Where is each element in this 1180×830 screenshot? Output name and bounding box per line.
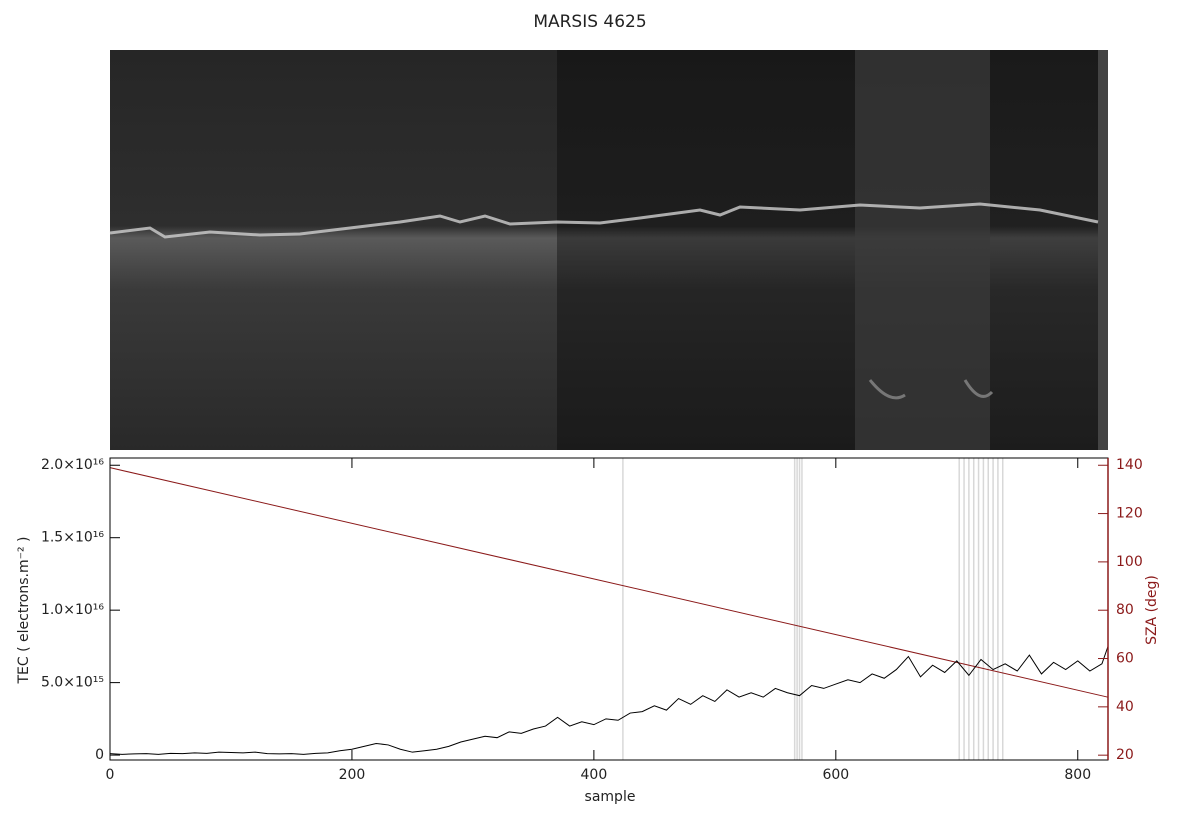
y-tick-label: 2.0×10¹⁶ xyxy=(41,457,104,473)
y2-tick-label: 80 xyxy=(1116,602,1134,618)
x-tick-label: 400 xyxy=(581,767,608,783)
plot-frame xyxy=(109,457,1109,761)
x-tick-label: 600 xyxy=(822,767,849,783)
chart-title: MARSIS 4625 xyxy=(533,12,646,32)
y2-tick-label: 120 xyxy=(1116,506,1143,522)
x-tick-label: 800 xyxy=(1064,767,1091,783)
x-axis-label: sample xyxy=(585,789,636,805)
y-tick-label: 1.0×10¹⁶ xyxy=(41,602,104,618)
y-tick-label: 0 xyxy=(95,747,104,763)
y2-tick-label: 20 xyxy=(1116,747,1134,763)
radargram xyxy=(109,50,1108,450)
x-tick-label: 0 xyxy=(106,767,115,783)
y-tick-label: 1.5×10¹⁶ xyxy=(41,530,104,546)
data-line xyxy=(109,467,1109,698)
data-line xyxy=(109,646,1109,755)
x-tick-label: 200 xyxy=(339,767,366,783)
y2-tick-label: 100 xyxy=(1116,554,1143,570)
y-tick-label: 5.0×10¹⁵ xyxy=(41,675,104,691)
y2-tick-label: 40 xyxy=(1116,699,1134,715)
y-axis-label: TEC ( electrons.m⁻² ) xyxy=(16,536,32,684)
y2-axis-label: SZA (deg) xyxy=(1144,575,1160,645)
y2-tick-label: 60 xyxy=(1116,651,1134,667)
y2-tick-label: 140 xyxy=(1116,457,1143,473)
